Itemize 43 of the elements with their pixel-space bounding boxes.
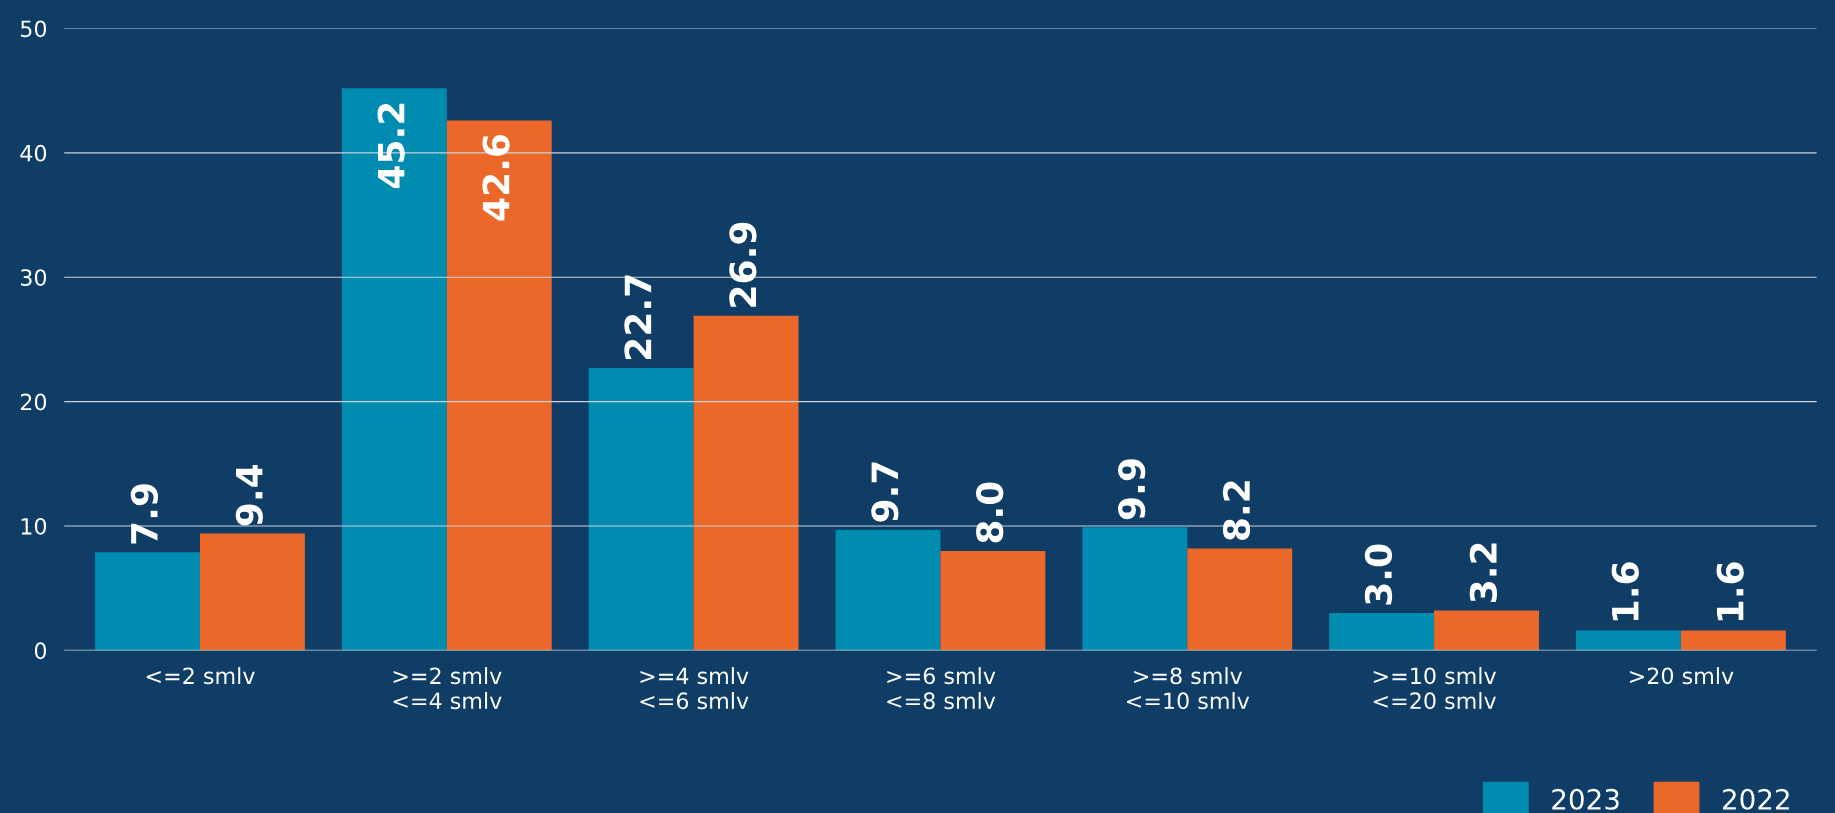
bar — [1187, 548, 1293, 651]
bar — [1680, 630, 1786, 651]
bar — [1576, 630, 1681, 651]
bar — [341, 88, 447, 651]
y-tick-label: 30 — [20, 269, 47, 286]
y-tick-label: 10 — [21, 517, 47, 535]
data-label: 26.9 — [729, 222, 757, 307]
legend-label: 2023 — [1552, 788, 1619, 810]
y-tick-label: 40 — [20, 144, 47, 162]
data-label: 3.0 — [1364, 544, 1393, 605]
bar — [1082, 527, 1188, 651]
y-tick-label: 0 — [34, 642, 47, 660]
bar — [95, 552, 200, 651]
x-tick-label: >=4 smlv <=6 smlv — [640, 667, 749, 710]
data-label: 8.2 — [1222, 481, 1251, 540]
data-label: 22.7 — [624, 275, 652, 359]
bar — [1434, 610, 1539, 651]
x-tick-label: >=8 smlv <=10 smlv — [1127, 667, 1250, 710]
data-label: 45.2 — [377, 103, 405, 189]
bar — [588, 368, 694, 651]
bar — [940, 550, 1046, 651]
data-label: 1.6 — [1716, 562, 1744, 621]
y-tick-label: 20 — [20, 393, 47, 411]
bar — [693, 315, 799, 651]
data-label: 9.4 — [235, 464, 263, 526]
bar — [199, 533, 305, 651]
data-label: 42.6 — [482, 134, 510, 221]
data-label: 9.9 — [1118, 459, 1146, 520]
x-tick-label: >=6 smlv <=8 smlv — [887, 667, 996, 710]
bar — [835, 529, 941, 651]
x-tick-label: >20 smlv — [1630, 667, 1734, 685]
x-tick-label: <=2 smlv — [146, 667, 255, 685]
x-tick-label: >=10 smlv <=20 smlv — [1373, 667, 1496, 710]
bar — [1329, 613, 1435, 651]
bar — [446, 120, 552, 651]
data-label: 7.9 — [130, 484, 158, 544]
data-label: 8.0 — [976, 482, 1004, 543]
data-label: 3.2 — [1469, 543, 1498, 602]
y-tick-label: 50 — [21, 20, 47, 38]
legend-label: 2022 — [1722, 788, 1789, 810]
data-label: 1.6 — [1611, 562, 1639, 621]
data-label: 9.7 — [871, 462, 899, 522]
x-tick-label: >=2 smlv <=4 smlv — [393, 667, 502, 710]
